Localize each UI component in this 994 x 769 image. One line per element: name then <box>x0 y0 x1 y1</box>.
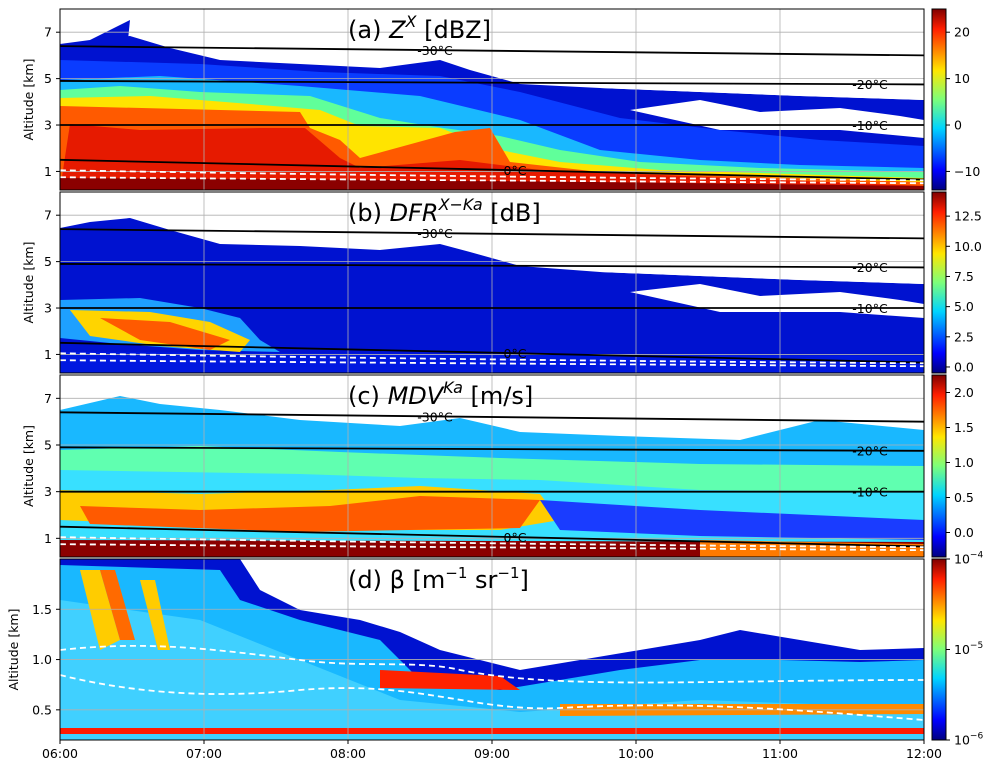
colorbar-tick-label: 2.0 <box>954 385 974 400</box>
y-tick-label: 1 <box>44 347 52 362</box>
x-tick-label: 07:00 <box>186 746 222 761</box>
overlays: 1 3 5 7 -30°C -20°C -10°C 0°C Altitude [km] (a) Z… <box>6 8 983 761</box>
melting-layer-top <box>59 169 925 182</box>
y-tick-label: 0.5 <box>32 702 52 717</box>
colorbar-tick-label: −10 <box>954 164 980 179</box>
colorbar-tick-label: 10.0 <box>954 239 982 254</box>
y-axis-label: Altitude [km] <box>21 425 36 507</box>
isotherm-label: 0°C <box>504 530 527 545</box>
isotherm-line <box>59 411 925 423</box>
melting-layer-bottom <box>59 176 925 185</box>
panel-c-overlay: 1 3 5 7 -30°C -20°C -10°C 0°C Altitude [km] (c) M… <box>21 374 974 558</box>
x-tick-label: 06:00 <box>42 746 78 761</box>
isotherm-line <box>59 446 925 452</box>
y-tick-label: 5 <box>44 254 52 269</box>
isotherm-line <box>59 45 925 57</box>
colorbar <box>931 558 947 741</box>
y-axis-label: Altitude [km] <box>21 59 36 141</box>
isotherm-label: -20°C <box>852 77 888 92</box>
isotherm-line <box>59 341 925 364</box>
panel-d-overlay: 0.5 1.0 1.5 Altitude [km] (d) β [m−1 sr−1] 10… <box>6 551 983 748</box>
isotherm-line <box>59 263 925 269</box>
x-tick-label: 09:00 <box>474 746 510 761</box>
boundary-line-lower <box>59 674 925 721</box>
y-tick-label: 1 <box>44 531 52 546</box>
colorbar-tick-label: 10−5 <box>954 641 983 657</box>
colorbar-tick-label: 10−6 <box>954 732 983 748</box>
isotherm-line <box>59 158 925 181</box>
y-axis-label: Altitude [km] <box>6 609 21 691</box>
panel-title: (b) DFRX−Ka [dB] <box>348 195 541 227</box>
isotherm-label: -30°C <box>417 43 453 58</box>
isotherm-label: -20°C <box>852 260 888 275</box>
isotherm-label: -30°C <box>417 226 453 241</box>
panel-frame <box>59 191 925 374</box>
y-tick-label: 5 <box>44 71 52 86</box>
isotherm-label: -10°C <box>852 301 888 316</box>
colorbar-tick-label: 20 <box>954 25 970 40</box>
y-tick-label: 1.0 <box>32 652 52 667</box>
isotherm-label: 0°C <box>504 163 527 178</box>
isotherm-line <box>59 80 925 86</box>
colorbar-tick-label: 5.0 <box>954 299 974 314</box>
y-tick-label: 3 <box>44 301 52 316</box>
colorbar-tick-label: 7.5 <box>954 269 974 284</box>
isotherm-label: -30°C <box>417 409 453 424</box>
melting-layer-top <box>59 536 925 549</box>
panel-b-overlay: 1 3 5 7 -30°C -20°C -10°C 0°C Altitude [km] (b) D… <box>21 191 982 374</box>
boundary-line-upper <box>59 644 925 684</box>
isotherm-line <box>59 525 925 548</box>
colorbar-tick-label: 1.5 <box>954 420 974 435</box>
melting-layer-bottom <box>59 359 925 368</box>
colorbar-tick-label: 1.0 <box>954 455 974 470</box>
colorbar-tick-label: 0 <box>954 118 962 133</box>
colorbar-tick-label: 2.5 <box>954 329 974 344</box>
y-tick-label: 3 <box>44 484 52 499</box>
colorbar-tick-label: 0.5 <box>954 490 974 505</box>
isotherm-label: -10°C <box>852 118 888 133</box>
y-tick-label: 5 <box>44 438 52 453</box>
y-tick-label: 3 <box>44 118 52 133</box>
panel-title: (d) β [m−1 sr−1] <box>348 564 529 594</box>
x-tick-label: 12:00 <box>906 746 942 761</box>
panel-title: (a) ZX [dBZ] <box>348 12 491 44</box>
colorbar <box>931 374 947 558</box>
colorbar <box>931 191 947 374</box>
panel-frame <box>59 8 925 191</box>
colorbar-tick-label: 10 <box>954 71 970 86</box>
colorbar-tick-label: 12.5 <box>954 209 982 224</box>
isotherm-line <box>59 228 925 240</box>
melting-layer-bottom <box>59 543 925 552</box>
y-axis-label: Altitude [km] <box>21 242 36 324</box>
panel-frame <box>59 374 925 558</box>
y-tick-label: 7 <box>44 208 52 223</box>
y-tick-label: 1 <box>44 164 52 179</box>
y-tick-label: 7 <box>44 25 52 40</box>
isotherm-label: 0°C <box>504 346 527 361</box>
y-tick-label: 7 <box>44 391 52 406</box>
panel-title: (c) MDVKa [m/s] <box>348 378 533 410</box>
y-tick-label: 1.5 <box>32 602 52 617</box>
melting-layer-top <box>59 352 925 365</box>
panel-a-overlay: 1 3 5 7 -30°C -20°C -10°C 0°C Altitude [km] (a) Z… <box>21 8 980 191</box>
isotherm-label: -10°C <box>852 485 888 500</box>
x-tick-label: 08:00 <box>330 746 366 761</box>
colorbar-tick-label: 10−4 <box>954 551 983 567</box>
x-tick-label: 11:00 <box>762 746 798 761</box>
colorbar <box>931 8 947 191</box>
x-tick-label: 10:00 <box>618 746 654 761</box>
colorbar-tick-label: 0.0 <box>954 525 974 540</box>
isotherm-label: -20°C <box>852 444 888 459</box>
colorbar-tick-label: 0.0 <box>954 359 974 374</box>
